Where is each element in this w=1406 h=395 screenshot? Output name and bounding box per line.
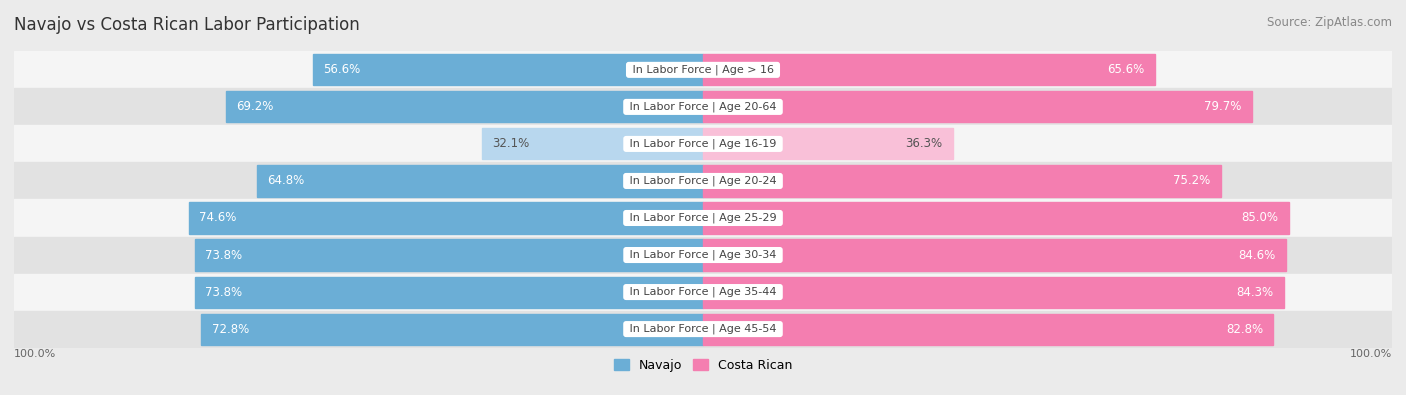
Bar [14, 273, 1392, 310]
Text: 82.8%: 82.8% [1226, 323, 1263, 336]
Legend: Navajo, Costa Rican: Navajo, Costa Rican [609, 354, 797, 377]
Bar [256, 166, 703, 196]
Bar [14, 126, 1392, 162]
Text: In Labor Force | Age 20-24: In Labor Force | Age 20-24 [626, 176, 780, 186]
Text: 74.6%: 74.6% [200, 211, 236, 224]
Text: In Labor Force | Age 45-54: In Labor Force | Age 45-54 [626, 324, 780, 334]
Text: 56.6%: 56.6% [323, 63, 361, 76]
Bar [194, 276, 703, 308]
Bar [703, 91, 1253, 122]
Text: In Labor Force | Age 16-19: In Labor Force | Age 16-19 [626, 139, 780, 149]
Text: 65.6%: 65.6% [1108, 63, 1144, 76]
Bar [703, 202, 1289, 233]
Text: In Labor Force | Age 25-29: In Labor Force | Age 25-29 [626, 213, 780, 223]
Bar [14, 162, 1392, 199]
Bar [314, 54, 703, 85]
Text: 73.8%: 73.8% [205, 286, 242, 299]
Text: 100.0%: 100.0% [14, 350, 56, 359]
Text: In Labor Force | Age 20-64: In Labor Force | Age 20-64 [626, 102, 780, 112]
Bar [703, 128, 953, 160]
Bar [188, 202, 703, 233]
Bar [14, 310, 1392, 348]
Bar [482, 128, 703, 160]
Text: 85.0%: 85.0% [1241, 211, 1278, 224]
Text: 84.3%: 84.3% [1236, 286, 1274, 299]
Bar [226, 91, 703, 122]
Text: 100.0%: 100.0% [1350, 350, 1392, 359]
Bar [703, 239, 1286, 271]
Text: 79.7%: 79.7% [1205, 100, 1241, 113]
Text: Source: ZipAtlas.com: Source: ZipAtlas.com [1267, 16, 1392, 29]
Bar [703, 166, 1220, 196]
Bar [14, 51, 1392, 88]
Bar [703, 54, 1154, 85]
Bar [14, 199, 1392, 237]
Bar [703, 314, 1274, 344]
Text: 72.8%: 72.8% [212, 323, 249, 336]
Text: 69.2%: 69.2% [236, 100, 274, 113]
Text: Navajo vs Costa Rican Labor Participation: Navajo vs Costa Rican Labor Participatio… [14, 16, 360, 34]
Text: 32.1%: 32.1% [492, 137, 530, 150]
Text: 64.8%: 64.8% [267, 175, 304, 188]
Bar [14, 88, 1392, 126]
Bar [14, 237, 1392, 273]
Bar [194, 239, 703, 271]
Text: 84.6%: 84.6% [1239, 248, 1275, 261]
Text: 36.3%: 36.3% [905, 137, 943, 150]
Text: In Labor Force | Age 30-34: In Labor Force | Age 30-34 [626, 250, 780, 260]
Bar [703, 276, 1284, 308]
Bar [201, 314, 703, 344]
Text: 73.8%: 73.8% [205, 248, 242, 261]
Text: In Labor Force | Age 35-44: In Labor Force | Age 35-44 [626, 287, 780, 297]
Text: In Labor Force | Age > 16: In Labor Force | Age > 16 [628, 65, 778, 75]
Text: 75.2%: 75.2% [1174, 175, 1211, 188]
